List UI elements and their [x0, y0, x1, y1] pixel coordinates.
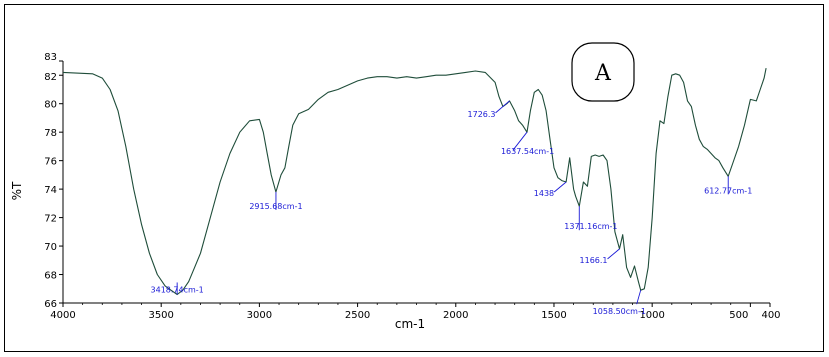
- x-tick-label: 2500: [345, 310, 370, 321]
- y-tick-label: 82: [44, 72, 57, 83]
- peak-label: 1726.3: [468, 110, 496, 119]
- peak-label: 1166.1: [580, 256, 608, 265]
- peak-label: 3418.74cm-1: [151, 285, 204, 294]
- x-tick-label: 4000: [50, 310, 75, 321]
- y-tick-label: 66: [44, 299, 57, 310]
- peak-label: 1058.50cm-1: [593, 307, 646, 316]
- y-tick-label: 83: [44, 52, 57, 63]
- peak-marker: [512, 131, 528, 151]
- peak-marker: [607, 248, 620, 260]
- y-tick-label: 72: [44, 214, 57, 225]
- panel-badge-box: [571, 42, 635, 102]
- x-axis-title: cm-1: [395, 317, 425, 331]
- peak-label: 2915.68cm-1: [249, 202, 302, 211]
- peak-label: 1637.54cm-1: [501, 147, 554, 156]
- chart-frame: [4, 4, 824, 352]
- y-tick-label: 68: [44, 271, 57, 282]
- y-tick-label: 74: [44, 185, 57, 196]
- annotation-layer: 3418.74cm-1 2915.68cm-1 1726.3 1637.54cm-1 1…: [151, 100, 752, 316]
- peak-label: 1438: [534, 189, 554, 198]
- x-tick-label: 1000: [639, 310, 664, 321]
- panel-label: A: [594, 61, 612, 86]
- peak-label: 612.77cm-1: [704, 186, 752, 195]
- y-axis-title: %T: [10, 181, 24, 200]
- y-tick-label: 70: [44, 242, 57, 253]
- x-tick-label: 1500: [541, 310, 566, 321]
- y-tick-label: 76: [44, 157, 57, 168]
- x-tick-label: 2000: [443, 310, 468, 321]
- peak-label: 1371.16cm-1: [564, 222, 617, 231]
- x-tick-label: 3500: [148, 310, 173, 321]
- series-layer: [62, 67, 767, 296]
- peak-marker: [495, 100, 510, 114]
- peak-marker: [553, 181, 567, 193]
- y-tick-label: 78: [44, 128, 57, 139]
- spectrum-line: [62, 67, 767, 296]
- axes: 4000 3500 3000 2500 2000 1500 1000 500 400 66 68 70…: [44, 52, 780, 321]
- x-tick-label: 3000: [247, 310, 272, 321]
- x-tick-label: 500: [729, 310, 748, 321]
- y-tick-label: 80: [44, 100, 57, 111]
- panel-badge: A: [571, 42, 635, 102]
- peak-marker: [636, 290, 642, 305]
- x-tick-label: 400: [761, 310, 780, 321]
